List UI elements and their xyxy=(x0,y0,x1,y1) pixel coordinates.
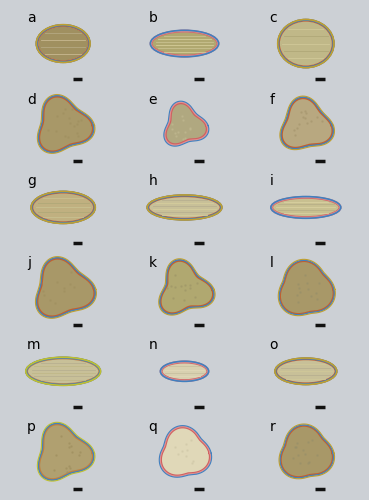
Text: r: r xyxy=(270,420,275,434)
Polygon shape xyxy=(162,262,212,312)
Ellipse shape xyxy=(38,26,88,60)
Text: h: h xyxy=(148,174,157,188)
Text: n: n xyxy=(148,338,157,352)
Ellipse shape xyxy=(33,194,93,222)
Polygon shape xyxy=(283,99,331,147)
Text: e: e xyxy=(148,92,157,106)
Ellipse shape xyxy=(28,359,99,384)
Ellipse shape xyxy=(273,198,339,216)
Ellipse shape xyxy=(149,197,220,218)
Text: i: i xyxy=(270,174,273,188)
Polygon shape xyxy=(40,426,92,478)
Ellipse shape xyxy=(280,22,332,66)
Polygon shape xyxy=(282,427,332,476)
Polygon shape xyxy=(40,98,92,150)
Text: l: l xyxy=(270,256,273,270)
Polygon shape xyxy=(38,260,93,316)
Text: g: g xyxy=(27,174,36,188)
Text: p: p xyxy=(27,420,36,434)
Text: b: b xyxy=(148,10,157,24)
Polygon shape xyxy=(162,428,209,474)
Ellipse shape xyxy=(152,32,217,55)
Text: a: a xyxy=(27,10,36,24)
Text: q: q xyxy=(148,420,157,434)
Text: k: k xyxy=(148,256,156,270)
Ellipse shape xyxy=(162,364,207,380)
Text: c: c xyxy=(270,10,277,24)
Text: j: j xyxy=(27,256,31,270)
Text: m: m xyxy=(27,338,41,352)
Ellipse shape xyxy=(277,360,335,382)
Polygon shape xyxy=(167,104,206,144)
Text: d: d xyxy=(27,92,36,106)
Text: o: o xyxy=(270,338,278,352)
Polygon shape xyxy=(281,262,332,313)
Text: f: f xyxy=(270,92,275,106)
